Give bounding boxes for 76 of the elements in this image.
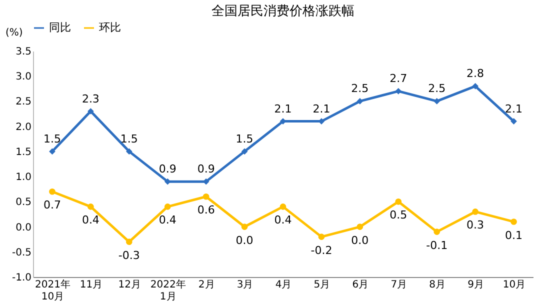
- legend-label: 同比: [49, 21, 71, 34]
- point: [241, 224, 248, 230]
- point: [164, 178, 171, 185]
- data-label: 0.0: [351, 234, 369, 247]
- data-label: -0.2: [310, 244, 332, 257]
- y-tick-label: 1.0: [16, 172, 32, 184]
- data-label: 2.7: [390, 72, 408, 86]
- data-label: 1.5: [120, 132, 138, 146]
- data-label: 0.5: [390, 208, 408, 222]
- data-label: 0.1: [505, 228, 523, 242]
- point: [49, 188, 56, 195]
- point: [280, 204, 286, 210]
- point: [49, 148, 56, 155]
- point: [472, 82, 478, 90]
- point: [88, 108, 94, 114]
- data-label: 2.5: [428, 82, 446, 96]
- x-tick-label: 4月: [275, 280, 292, 290]
- data-label: 2.1: [505, 102, 523, 116]
- y-tick-label: 2.0: [16, 122, 32, 133]
- x-tick-label: 3月: [236, 280, 254, 290]
- point: [395, 88, 402, 94]
- data-label: 2.3: [82, 92, 100, 106]
- data-label: 0.6: [197, 204, 215, 217]
- point: [434, 98, 440, 104]
- point: [510, 218, 517, 225]
- data-label: -0.3: [118, 248, 140, 262]
- point: [318, 234, 325, 240]
- x-tick-label: 10月: [502, 280, 526, 290]
- point: [202, 193, 210, 200]
- data-label: -0.1: [426, 238, 448, 252]
- point: [395, 198, 402, 205]
- point: [510, 118, 517, 124]
- y-tick-label: 3.0: [16, 72, 32, 83]
- x-tick-label: 11月: [80, 280, 103, 290]
- y-tick-label: 3.5: [16, 46, 32, 58]
- data-label: 2.8: [466, 67, 484, 80]
- x-tick-label: 6月: [352, 280, 369, 290]
- x-tick-label: 2021年 10月: [35, 278, 70, 302]
- y-axis-title: (%): [6, 28, 23, 38]
- data-label: 1.5: [236, 132, 254, 146]
- legend-label: 环比: [99, 21, 121, 34]
- x-tick-label: 12月: [118, 280, 142, 290]
- y-tick-label: -0.5: [12, 247, 32, 258]
- data-label: 0.4: [82, 214, 100, 227]
- point: [356, 98, 364, 104]
- point: [356, 224, 364, 230]
- y-tick-label: 0.5: [16, 197, 32, 208]
- y-tick-label: -1.0: [12, 272, 32, 284]
- point: [164, 204, 171, 210]
- point: [241, 148, 248, 155]
- point: [472, 208, 478, 215]
- point: [126, 238, 132, 245]
- x-tick-label: 2022年 1月: [150, 278, 186, 302]
- point: [88, 204, 94, 210]
- data-label: 0.7: [43, 198, 61, 212]
- data-label: 0.9: [158, 162, 176, 176]
- x-tick-label: 7月: [390, 280, 408, 290]
- data-label: 0.3: [466, 218, 484, 232]
- data-label: 2.5: [351, 82, 369, 96]
- x-tick-label: 8月: [429, 280, 446, 290]
- data-label: 2.1: [312, 102, 330, 116]
- data-label: 1.5: [43, 132, 61, 146]
- data-label: 2.1: [274, 102, 292, 116]
- y-tick-label: 1.5: [16, 146, 32, 158]
- y-tick-label: 2.5: [16, 96, 32, 108]
- point: [434, 228, 440, 235]
- data-label: 0.4: [274, 214, 292, 227]
- point: [126, 148, 132, 155]
- x-tick-label: 5月: [314, 280, 330, 290]
- data-label: 0.4: [158, 214, 176, 227]
- y-tick-label: 0.0: [16, 222, 32, 234]
- x-tick-label: 9月: [468, 280, 484, 290]
- x-tick-label: 2月: [198, 280, 215, 290]
- data-label: 0.0: [236, 234, 254, 247]
- data-label: 0.9: [197, 162, 215, 176]
- chart-title: 全国居民消费价格涨跌幅: [212, 4, 354, 19]
